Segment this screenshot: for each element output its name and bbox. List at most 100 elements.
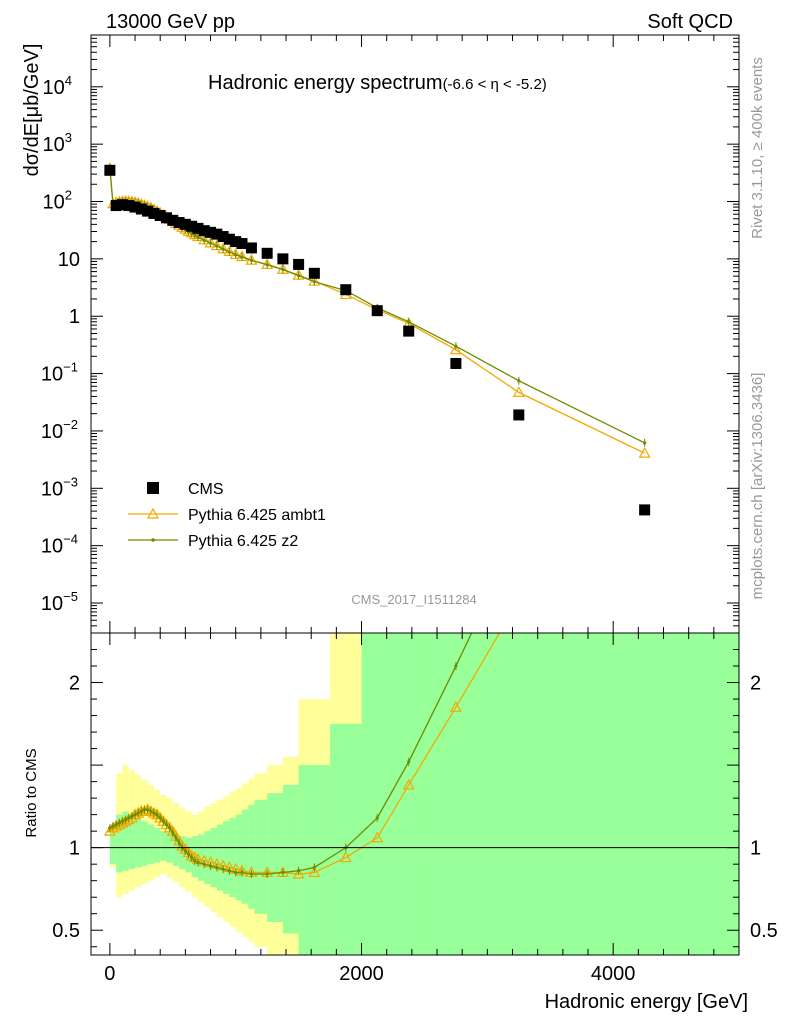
ratio-y-tick-label-right: 2 — [750, 673, 761, 695]
ratio-pythia-ambt1-point — [292, 867, 305, 879]
pythia-ambt1-point — [449, 343, 462, 355]
cms-data-point — [308, 267, 320, 279]
cms-data-point — [236, 238, 248, 250]
ratio-band-inner — [141, 821, 148, 866]
top-y-tick-label: 103 — [43, 130, 72, 156]
top-y-tick-label: 104 — [43, 73, 72, 99]
ratio-band-inner — [298, 765, 331, 955]
cms-data-point — [148, 207, 160, 219]
top-y-tick-label: 10−3 — [41, 474, 78, 500]
source-label: mcplots.cern.ch [arXiv:1306.3436] — [749, 373, 766, 600]
legend-marker-cms — [147, 482, 159, 494]
ratio-band-inner — [160, 831, 167, 861]
cms-data-point — [261, 247, 273, 259]
cms-data-point — [173, 217, 185, 229]
cms-data-point — [154, 210, 166, 222]
ratio-band-inner — [153, 827, 161, 863]
cms-data-point — [129, 201, 141, 213]
legend-label: Pythia 6.425 z2 — [188, 533, 298, 550]
cms-data-point — [192, 222, 204, 234]
cms-data-point — [123, 200, 135, 212]
ratio-pythia-ambt1-point — [371, 831, 384, 843]
cms-data-point — [167, 214, 179, 226]
ratio-pythia-ambt1-point — [308, 866, 321, 878]
cms-data-point — [513, 409, 525, 421]
cms-data-point — [371, 305, 383, 317]
top-y-tick-label: 10−4 — [41, 532, 78, 558]
legend-label: CMS — [188, 481, 224, 498]
ratio-band-inner — [223, 821, 230, 894]
top-y-tick-label: 102 — [43, 188, 72, 214]
ratio-band-inner — [210, 827, 217, 888]
pythia-ambt1-point — [638, 446, 651, 458]
plot-title-suffix: (-6.6 < η < -5.2) — [443, 76, 547, 93]
cms-data-point — [211, 228, 223, 240]
ratio-y-axis-label: Ratio to CMS — [23, 748, 40, 837]
cms-data-point — [639, 504, 651, 516]
ratio-band-inner — [235, 814, 242, 901]
ratio-y-tick-label: 2 — [69, 673, 80, 695]
ratio-band-inner — [204, 831, 211, 884]
ratio-pythia-ambt1-point — [402, 778, 415, 790]
ratio-band-inner — [128, 814, 136, 870]
ratio-band-inner — [424, 633, 739, 955]
cms-data-point — [403, 325, 415, 337]
ratio-pythia-ambt1-point — [339, 851, 352, 863]
rivet-label: Rivet 3.1.10, ≥ 400k events — [749, 57, 766, 239]
ratio-band-inner — [392, 633, 425, 955]
cms-data-point — [104, 164, 116, 176]
legend-marker-z2 — [151, 538, 155, 542]
cms-data-point — [217, 231, 229, 243]
ratio-band-inner — [172, 834, 180, 866]
cms-data-point — [186, 220, 198, 232]
cms-data-point — [205, 226, 217, 238]
cms-data-point — [450, 357, 462, 369]
ratio-band-inner — [267, 793, 283, 922]
top-y-tick-label: 10 — [58, 249, 80, 271]
ratio-band-inner — [254, 799, 268, 914]
cms-data-point — [223, 233, 235, 245]
ratio-band-inner — [248, 804, 255, 909]
legend-label: Pythia 6.425 ambt1 — [188, 507, 326, 524]
legend: CMS Pythia 6.425 ambt1 Pythia 6.425 z2 — [128, 481, 326, 550]
cms-data-point — [245, 242, 257, 254]
plot-title-main: Hadronic energy spectrum — [208, 72, 443, 94]
ratio-band-inner — [361, 633, 393, 955]
ratio-plot-frame — [90, 632, 740, 956]
cms-data-point — [198, 225, 210, 237]
x-axis-label: Hadronic energy [GeV] — [545, 991, 748, 1013]
top-y-tick-label: 10−1 — [41, 360, 78, 386]
cms-data-point — [340, 284, 352, 296]
ratio-y-tick-label-right: 1 — [750, 838, 761, 860]
ratio-pythia-ambt1-point — [449, 701, 462, 712]
ratio-band-inner — [197, 834, 205, 881]
cms-data-point — [110, 200, 122, 212]
cms-data-point — [179, 218, 191, 230]
ratio-band-inner — [241, 809, 249, 904]
plot-title: Hadronic energy spectrum(-6.6 < η < -5.2… — [208, 72, 547, 94]
ratio-band-inner — [229, 817, 236, 898]
cms-data-point — [142, 205, 154, 217]
beam-label: 13000 GeV pp — [106, 11, 235, 33]
ratio-pythia-z2-point — [517, 532, 520, 535]
ratio-band-inner — [116, 814, 123, 873]
ratio-band-inner — [282, 784, 299, 934]
ratio-band-inner — [122, 811, 129, 871]
legend-marker-ambt1 — [146, 507, 160, 519]
x-tick-label: 4000 — [591, 963, 636, 985]
ratio-band-inner — [216, 824, 224, 891]
pythia-ambt1-point — [512, 386, 525, 397]
ratio-band-inner — [135, 817, 142, 868]
cms-data-point — [135, 203, 147, 215]
cms-data-point — [230, 236, 242, 248]
ratio-pythia-ambt1-point — [514, 595, 524, 604]
process-label: Soft QCD — [647, 11, 733, 33]
ratio-band-inner — [330, 723, 362, 955]
cms-data-point — [116, 199, 128, 211]
analysis-watermark: CMS_2017_I1511284 — [351, 592, 477, 607]
cms-data-point — [277, 253, 289, 265]
cms-data-point — [293, 258, 305, 270]
ratio-pythia-z2-line — [109, 633, 473, 875]
top-y-axis-label: dσ/dE[μb/GeV] — [21, 44, 43, 177]
